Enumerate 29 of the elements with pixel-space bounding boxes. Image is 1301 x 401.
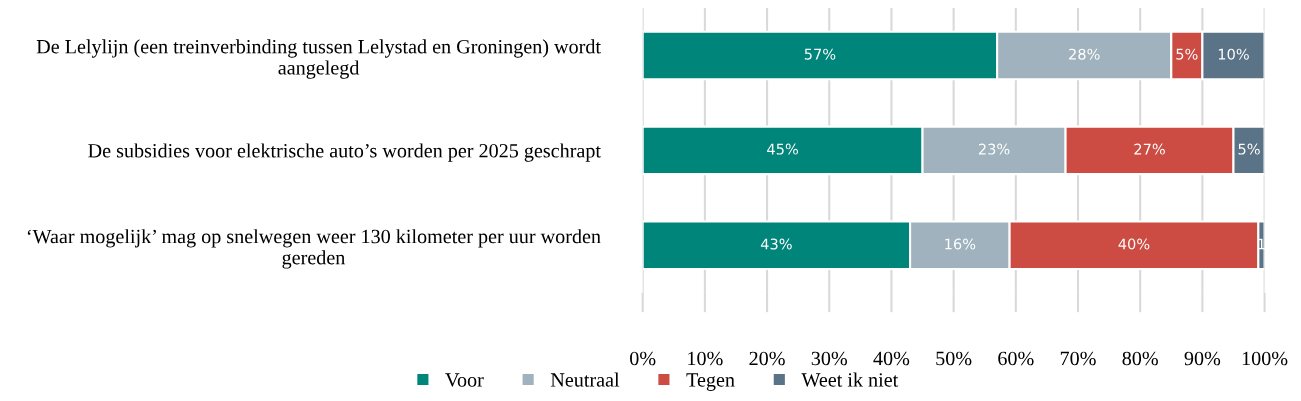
- x-tick-label: 20%: [749, 351, 785, 366]
- legend-label: Weet ik niet: [801, 372, 899, 387]
- y-tick-label: ‘Waar mogelijk’ mag op snelwegen weer 130 kilometer per uur worden gereden: [27, 229, 601, 269]
- x-tick-label: 10%: [688, 351, 723, 366]
- x-tick-label: 30%: [811, 351, 848, 366]
- data-label: 16%: [945, 238, 976, 250]
- x-tick-label: 70%: [1060, 351, 1096, 366]
- legend-label: Tegen: [686, 373, 735, 391]
- x-tick-label: 80%: [1122, 351, 1158, 366]
- x-tick-label: 50%: [936, 351, 972, 366]
- data-label: 45%: [767, 143, 799, 155]
- data-label: 27%: [1134, 143, 1165, 155]
- x-tick-label: 60%: [998, 351, 1034, 366]
- data-label: 28%: [1069, 48, 1100, 60]
- legend-label: Neutraal: [550, 372, 620, 387]
- y-tick-label: De Lelylijn (een treinverbinding tussen Lelystad en Groningen) wordt aangelegd: [36, 39, 601, 79]
- x-tick-label: 100%: [1242, 351, 1288, 366]
- data-label: 5%: [1176, 48, 1198, 60]
- data-label: 40%: [1118, 238, 1150, 250]
- data-label: 23%: [978, 143, 1010, 155]
- data-label: 5%: [1238, 143, 1260, 155]
- x-tick-label: 90%: [1184, 351, 1221, 366]
- data-label: 57%: [804, 48, 836, 60]
- legend-label: Voor: [445, 373, 484, 387]
- data-label: 43%: [760, 238, 792, 250]
- y-tick-label: De subsidies voor elektrische auto’s worden per 2025 geschrapt: [88, 143, 601, 162]
- data-label: 10%: [1218, 48, 1249, 60]
- x-tick-label: 0%: [630, 351, 656, 366]
- x-tick-label: 40%: [873, 351, 910, 366]
